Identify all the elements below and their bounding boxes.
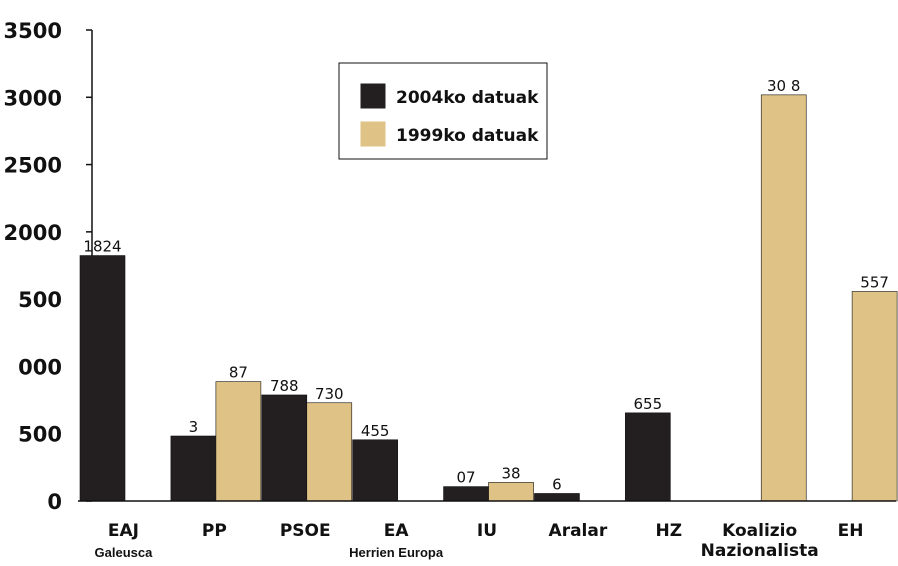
x-category-label: Aralar xyxy=(549,521,608,541)
x-category-label: PSOE xyxy=(280,521,331,541)
y-tick-label: 500 xyxy=(18,288,62,312)
y-axis: 0 500 000 500 2000 2500 3000 3500 xyxy=(4,19,93,514)
x-category-label: Koalizio xyxy=(722,521,797,541)
bar-1999-4 xyxy=(488,482,534,502)
bar-2004-0 xyxy=(79,255,126,502)
y-tick-label: 2000 xyxy=(4,221,62,245)
legend: 2004ko datuak 1999ko datuak xyxy=(338,62,548,160)
y-tick-label: 3000 xyxy=(4,86,62,110)
data-label: 07 xyxy=(457,469,476,487)
data-label: 3 xyxy=(189,418,199,436)
bar-1999-7 xyxy=(760,94,807,502)
x-category-label: EAJ xyxy=(108,521,139,541)
data-label: 1824 xyxy=(83,238,121,256)
bar-2004-6 xyxy=(625,412,671,502)
legend-swatch xyxy=(360,121,386,147)
bar-1999-1 xyxy=(215,381,262,502)
data-label: 38 xyxy=(502,464,521,482)
data-labels: 1824 3 87 788 730 455 07 38 6 655 30 8 557 xyxy=(83,77,889,494)
bar-2004-2 xyxy=(261,394,308,502)
y-tick-label: 000 xyxy=(18,355,62,379)
data-label: 655 xyxy=(634,395,663,413)
data-label: 455 xyxy=(361,422,390,440)
bars xyxy=(79,94,898,502)
x-category-label: HZ xyxy=(655,521,682,541)
data-label: 87 xyxy=(229,364,248,382)
bar-2004-5 xyxy=(534,493,580,502)
bar-1999-2 xyxy=(306,402,353,502)
legend-label: 2004ko datuak xyxy=(396,88,539,108)
legend-swatch xyxy=(360,83,386,109)
y-tick-label: 2500 xyxy=(4,154,62,178)
bar-2004-3 xyxy=(352,439,398,502)
bar-2004-4 xyxy=(443,486,489,502)
data-label: 730 xyxy=(315,385,344,403)
data-label: 30 8 xyxy=(767,77,800,95)
y-tick-label: 500 xyxy=(18,423,62,447)
y-tick-label: 0 xyxy=(47,490,62,514)
x-category-sublabel: Herrien Europa xyxy=(349,545,444,560)
x-category-label: PP xyxy=(202,521,227,541)
bar-2004-1 xyxy=(170,435,217,502)
x-category-label: EA xyxy=(384,521,410,541)
x-category-label: IU xyxy=(477,521,497,541)
x-category-label: EH xyxy=(838,521,864,541)
legend-label: 1999ko datuak xyxy=(396,126,539,146)
y-tick-label: 3500 xyxy=(4,19,62,43)
x-category-label: Nazionalista xyxy=(701,541,819,561)
data-label: 788 xyxy=(270,377,299,395)
x-axis: EAJ Galeusca PP PSOE EA Herrien Europa IU Arala… xyxy=(78,500,896,561)
data-label: 6 xyxy=(552,475,562,493)
data-label: 557 xyxy=(860,273,889,291)
bar-1999-8 xyxy=(851,291,898,502)
x-category-sublabel: Galeusca xyxy=(95,545,154,560)
